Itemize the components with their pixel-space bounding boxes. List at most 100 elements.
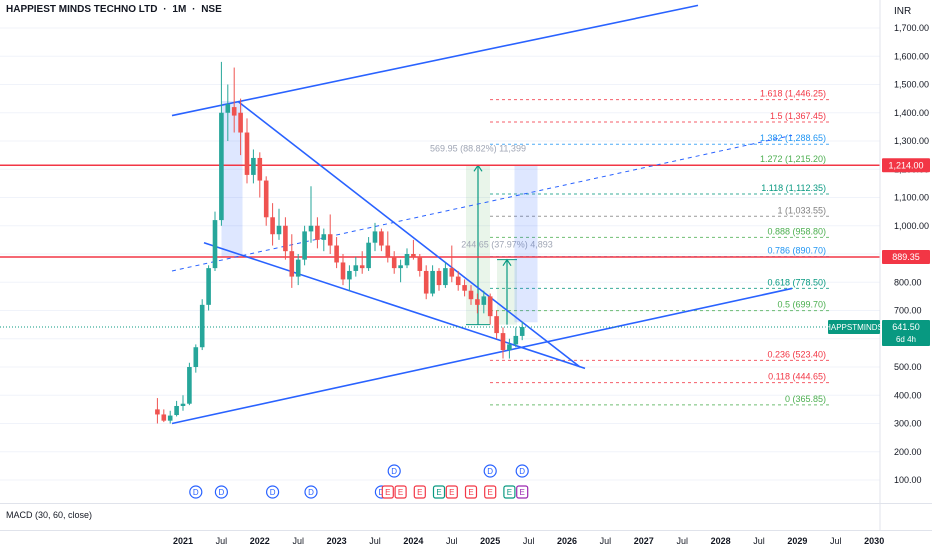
time-tick-label: 2025 — [480, 536, 500, 546]
event-marker-letter: E — [507, 488, 512, 497]
candle-body — [238, 112, 243, 133]
trendlines — [171, 4, 793, 425]
last-price-value: 641.50 — [892, 322, 920, 332]
candle-body — [443, 268, 448, 286]
candle-body — [494, 316, 499, 334]
horizontal-levels — [0, 164, 880, 258]
candle-body — [212, 220, 218, 269]
lower-channel-line — [171, 287, 793, 425]
candle-body — [289, 251, 295, 277]
price-tick-label: 1,600.00 — [894, 51, 929, 61]
candles — [155, 61, 525, 424]
candle-body — [449, 268, 455, 277]
fib-level-label: 1.382 (1,288.65) — [760, 133, 826, 143]
time-tick-label: Jul — [600, 536, 612, 546]
time-tick-label: 2030 — [864, 536, 884, 546]
fib-level-label: 1.272 (1,215.20) — [760, 154, 826, 164]
event-marker-letter: D — [308, 488, 314, 497]
event-marker-letter: E — [468, 488, 473, 497]
earnings-marker — [503, 485, 516, 499]
candle-body — [161, 414, 167, 421]
wedge-lower-line — [203, 241, 586, 370]
event-marker-letter: E — [488, 488, 493, 497]
price-tick-label: 1,700.00 — [894, 23, 929, 33]
candle-body — [193, 347, 199, 367]
event-marker-letter: D — [519, 467, 525, 476]
interval-label[interactable]: 1M — [172, 4, 187, 15]
time-tick-label: Jul — [369, 536, 381, 546]
earnings-marker — [394, 485, 407, 499]
event-marker-letter: D — [391, 467, 397, 476]
fib-level-label: 0.5 (699.70) — [777, 300, 826, 310]
candle-body — [430, 270, 435, 294]
candle-body — [263, 180, 269, 218]
price-tick-label: 1,500.00 — [894, 80, 929, 90]
dividend-marker — [483, 464, 497, 478]
candle-body — [404, 254, 410, 266]
candle-body — [385, 245, 391, 257]
currency-label[interactable]: INR — [894, 6, 912, 17]
dividend-marker — [266, 485, 280, 499]
level-price-badge — [882, 158, 930, 173]
fib-level-label: 0.786 (890.70) — [767, 246, 826, 256]
event-marker-letter: D — [270, 488, 276, 497]
price-tick-label: 800.00 — [894, 277, 922, 287]
symbol-name: HAPPIEST MINDS TECHNO LTD — [6, 4, 158, 15]
candle-body — [327, 234, 333, 246]
time-tick-label: 2024 — [403, 536, 423, 546]
candle-body — [507, 344, 512, 351]
time-tick-label: Jul — [216, 536, 228, 546]
candle-body — [321, 234, 327, 240]
time-tick-label: 2022 — [250, 536, 270, 546]
candle-body — [155, 409, 160, 415]
earnings-marker — [445, 485, 458, 499]
symbol-badge-text: HAPPSTMINDS — [825, 323, 883, 332]
projection-boxes — [221, 100, 538, 323]
level-price-badge-text: 889.35 — [892, 252, 920, 262]
candle-body — [295, 259, 301, 277]
candle-body — [513, 335, 519, 345]
candle-body — [455, 276, 461, 286]
measure-label: 569.95 (88.82%) 11,399 — [430, 143, 526, 153]
dividend-marker — [515, 464, 529, 478]
candle-body — [276, 225, 282, 235]
event-marker-letter: E — [417, 488, 422, 497]
candle-body — [372, 231, 378, 243]
price-tick-label: 100.00 — [894, 475, 922, 485]
candle-body — [334, 245, 339, 263]
fib-level-label: 0.236 (523.40) — [767, 349, 826, 359]
candle-body — [366, 242, 371, 269]
dividend-marker — [387, 464, 401, 478]
earnings-marker — [432, 485, 446, 499]
candle-body — [347, 270, 352, 280]
price-axis: 100.00200.00300.00400.00500.00600.00700.… — [879, 0, 929, 530]
dividend-marker — [214, 485, 228, 499]
price-tick-label: 200.00 — [894, 447, 922, 457]
event-marker-letter: D — [487, 467, 493, 476]
fib-level-label: 1.618 (1,446.25) — [760, 89, 826, 99]
candle-body — [167, 415, 173, 421]
fib-level-label: 1.5 (1,367.45) — [770, 111, 826, 121]
candle-body — [187, 367, 192, 404]
title-separator: · — [163, 4, 167, 15]
time-tick-label: Jul — [446, 536, 458, 546]
candle-body — [219, 112, 224, 221]
event-marker-letter: D — [379, 488, 385, 497]
event-marker-letter: E — [398, 488, 403, 497]
candle-body — [244, 132, 250, 175]
event-markers: D D D D D E E E E E E E E ED D D — [189, 464, 529, 499]
time-tick-label: Jul — [523, 536, 535, 546]
price-tick-label: 1,000.00 — [894, 221, 929, 231]
dividend-marker — [304, 485, 318, 499]
measure-label: 244.65 (37.97%) 4,893 — [461, 240, 553, 250]
candle-body — [251, 157, 256, 175]
candle-body — [231, 107, 237, 116]
candle-body — [180, 403, 186, 406]
level-price-badge-text: 1,214.00 — [888, 160, 923, 170]
exchange-label: NSE — [201, 4, 222, 15]
indicator-label[interactable]: MACD (30, 60, close) — [6, 510, 93, 520]
pane-separator[interactable] — [0, 503, 932, 504]
candle-body — [487, 296, 493, 317]
